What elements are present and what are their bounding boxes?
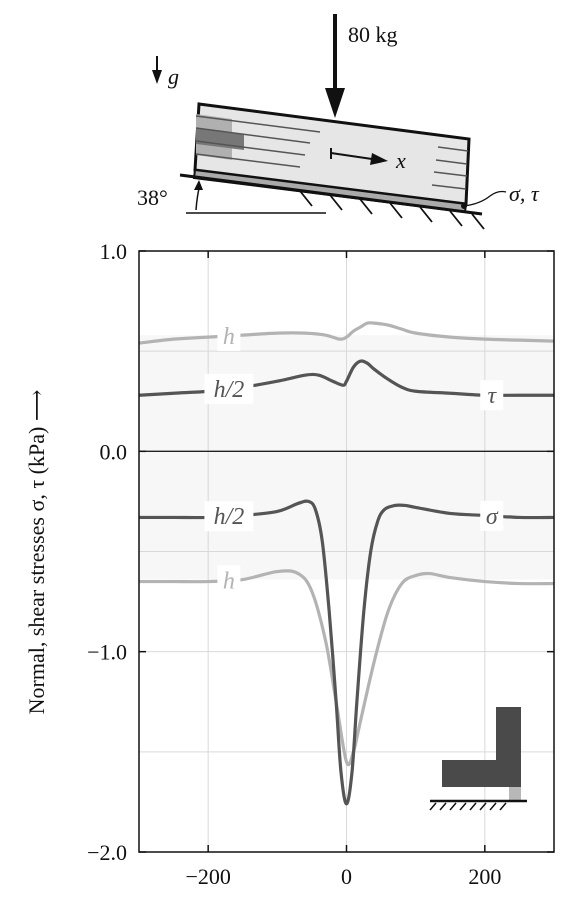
- support-inset-icon: [429, 707, 527, 811]
- load-label: 80 kg: [348, 22, 398, 47]
- plot-frame: [138, 250, 555, 853]
- x-axis-arrowhead-icon: [370, 153, 388, 165]
- y-axis-label: Normal, shear stresses σ, τ (kPa) ⟶: [24, 390, 49, 715]
- angle-arrowhead-icon: [194, 180, 203, 190]
- curve-label: τ: [487, 383, 497, 409]
- curve-label-backing: [217, 320, 241, 351]
- layer-lines-left: [195, 115, 321, 168]
- series-line-tau-h: [138, 321, 555, 345]
- x-axis-label: x: [395, 148, 406, 173]
- incline-hatching: [299, 190, 485, 230]
- curve-label-backing: [204, 373, 254, 404]
- stress-chart: h h/2 τ h/2 σ h −200 0 200 −2.0 −1.0 0.0 1.0 Normal…: [24, 239, 555, 889]
- gravity-arrowhead-icon: [152, 70, 162, 84]
- incline-surface: [179, 173, 483, 216]
- curve-label: σ: [486, 504, 499, 530]
- y-tick-label: −1.0: [87, 640, 127, 665]
- sketch: g 80 kg x: [137, 14, 540, 230]
- stress-callout-label: σ, τ: [509, 181, 540, 206]
- axis-ticks: −200 0 200 −2.0 −1.0 0.0 1.0: [87, 239, 554, 889]
- curve-label-backing: [217, 565, 241, 596]
- y-tick-label: 1.0: [100, 239, 128, 264]
- series-line-sigma-h2: [139, 499, 555, 806]
- y-tick-label: −2.0: [87, 840, 127, 865]
- x-tick-label: 0: [341, 864, 352, 889]
- layer-lines-right: [431, 146, 469, 190]
- x-tick-label: −200: [185, 864, 230, 889]
- curve-label: h/2: [214, 504, 245, 530]
- curve-label-backing: [480, 380, 504, 411]
- curve-label: h: [223, 324, 235, 350]
- angle-label: 38°: [137, 185, 168, 210]
- gravity-label: g: [168, 64, 179, 89]
- block-dark-band: [196, 128, 244, 150]
- x-tick-label: 200: [468, 864, 501, 889]
- load-arrowhead-icon: [325, 88, 345, 118]
- curve-label: h/2: [214, 377, 245, 403]
- curve-label-backing: [480, 500, 504, 531]
- y-tick-label: 0.0: [100, 439, 128, 464]
- curve-label-backing: [204, 501, 254, 532]
- stress-callout-line: [463, 190, 507, 207]
- x-axis-arrow: [330, 152, 373, 160]
- curve-label: h: [223, 568, 235, 594]
- curve-label-layer: h h/2 τ h/2 σ h: [204, 320, 504, 596]
- grid: [139, 250, 554, 853]
